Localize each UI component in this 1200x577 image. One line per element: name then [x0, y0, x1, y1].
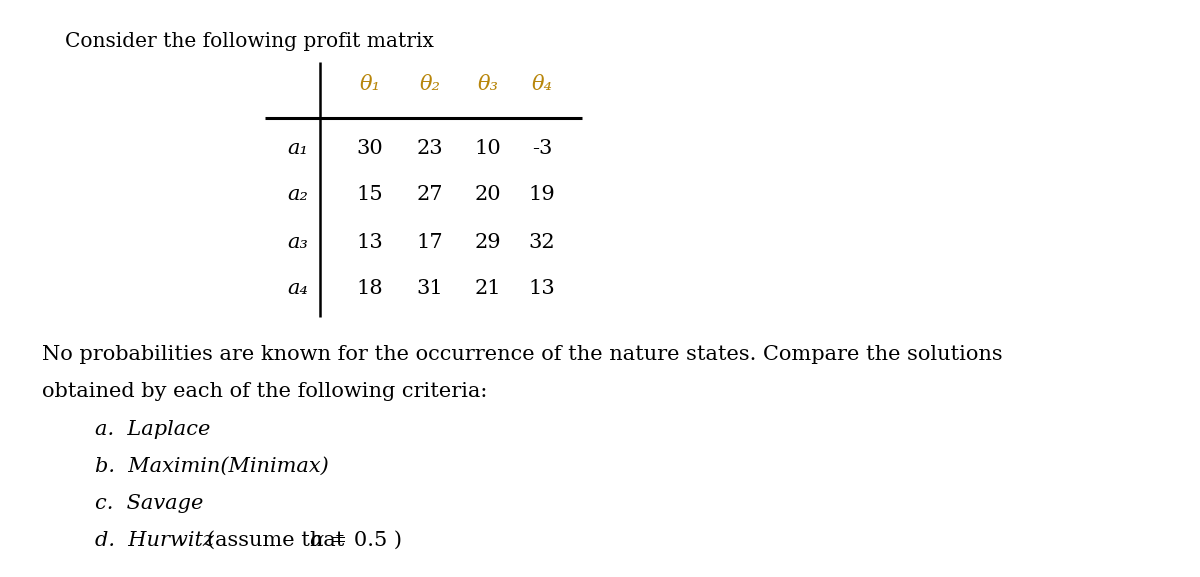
Text: 23: 23	[416, 138, 443, 158]
Text: a₁: a₁	[287, 138, 308, 158]
Text: 15: 15	[356, 185, 383, 204]
Text: α: α	[310, 531, 323, 550]
Text: θ₃: θ₃	[478, 75, 498, 94]
Text: c.  Savage: c. Savage	[95, 494, 203, 513]
Text: No probabilities are known for the occurrence of the nature states. Compare the : No probabilities are known for the occur…	[42, 345, 1003, 364]
Text: 17: 17	[416, 233, 443, 252]
Text: 20: 20	[475, 185, 502, 204]
Text: a₃: a₃	[287, 233, 308, 252]
Text: a₂: a₂	[287, 185, 308, 204]
Text: -3: -3	[532, 138, 552, 158]
Text: 27: 27	[416, 185, 443, 204]
Text: θ₂: θ₂	[420, 75, 440, 94]
Text: obtained by each of the following criteria:: obtained by each of the following criter…	[42, 382, 487, 401]
Text: a₄: a₄	[287, 279, 308, 298]
Text: 13: 13	[356, 233, 383, 252]
Text: θ₁: θ₁	[360, 75, 380, 94]
Text: = 0.5 ): = 0.5 )	[323, 531, 402, 550]
Text: 31: 31	[416, 279, 443, 298]
Text: d.  Hurwitz: d. Hurwitz	[95, 531, 221, 550]
Text: 32: 32	[529, 233, 556, 252]
Text: a.  Laplace: a. Laplace	[95, 420, 210, 439]
Text: Consider the following profit matrix: Consider the following profit matrix	[65, 32, 434, 51]
Text: 10: 10	[475, 138, 502, 158]
Text: 21: 21	[475, 279, 502, 298]
Text: 13: 13	[529, 279, 556, 298]
Text: (assume that: (assume that	[208, 531, 352, 550]
Text: 18: 18	[356, 279, 383, 298]
Text: 19: 19	[529, 185, 556, 204]
Text: θ₄: θ₄	[532, 75, 552, 94]
Text: 30: 30	[356, 138, 383, 158]
Text: b.  Maximin(Minimax): b. Maximin(Minimax)	[95, 457, 329, 476]
Text: 29: 29	[475, 233, 502, 252]
